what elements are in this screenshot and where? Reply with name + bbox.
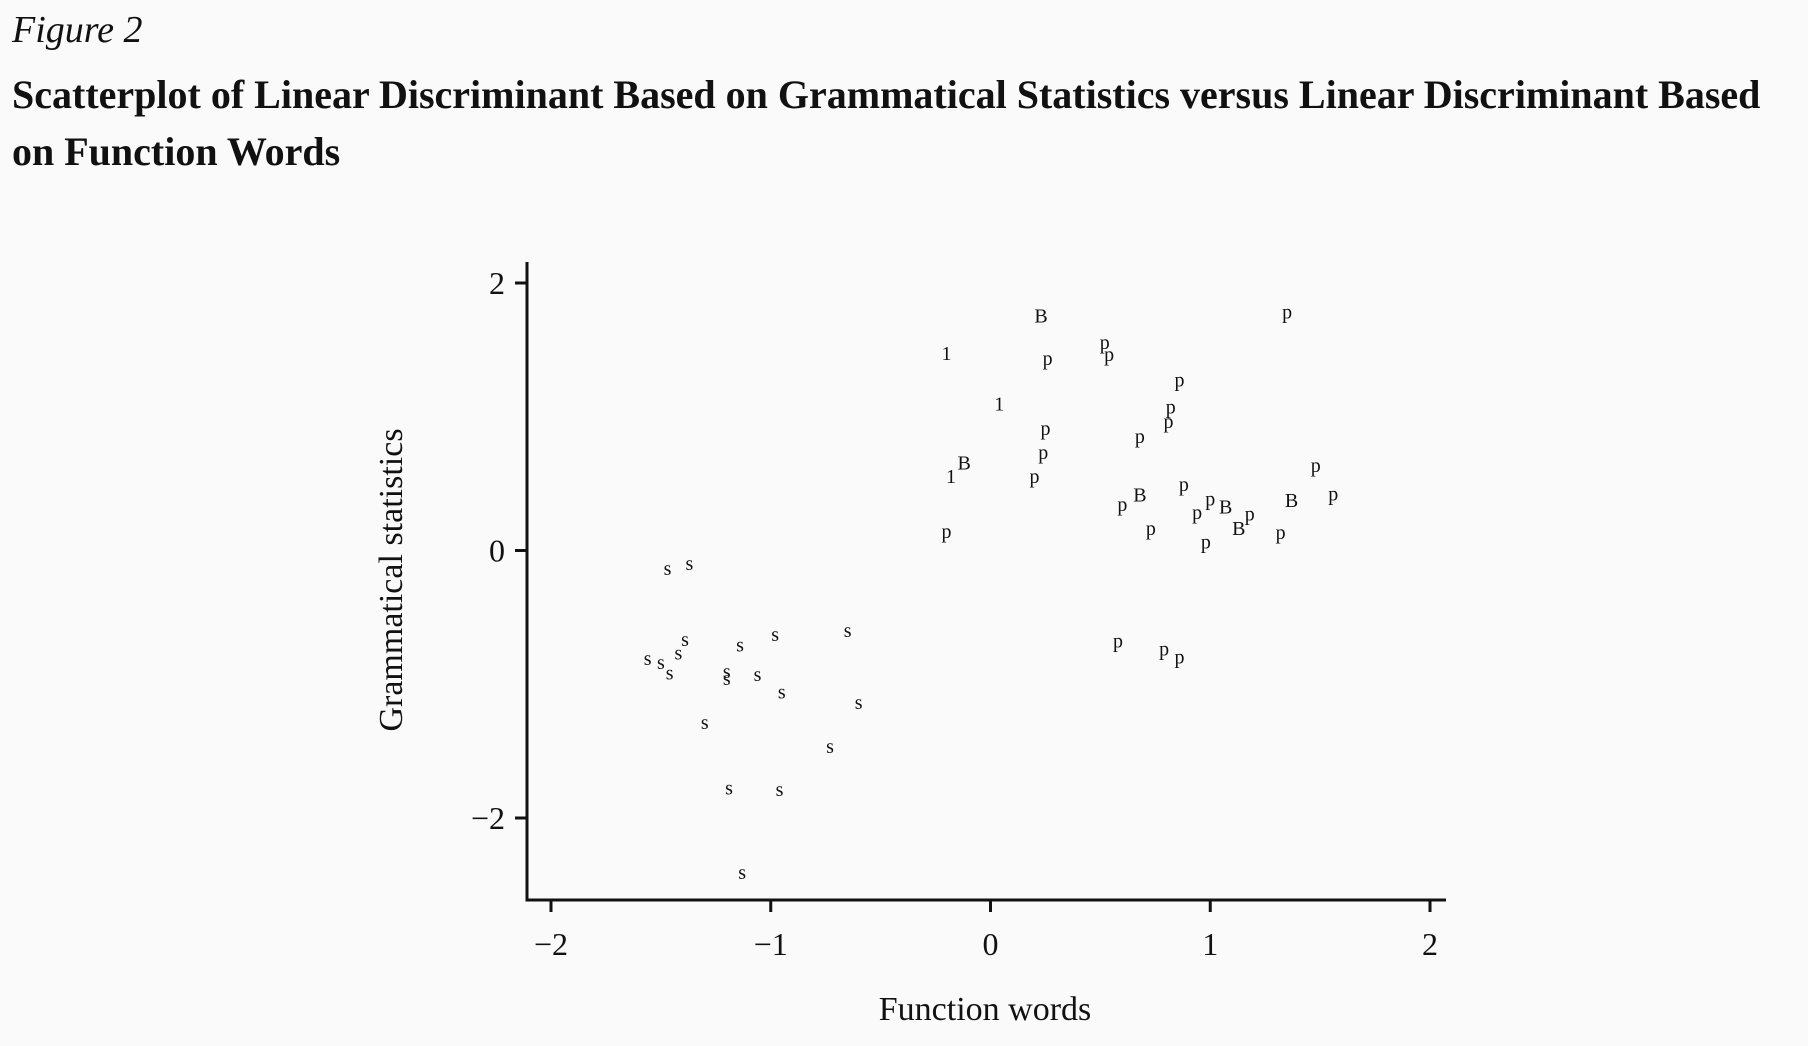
data-point: p	[1159, 638, 1169, 660]
data-point: p	[1166, 396, 1176, 418]
data-point: p	[1282, 301, 1292, 323]
y-axis-title: Grammatical statistics	[373, 428, 410, 731]
y-ticks: −2 0 2	[471, 265, 527, 836]
data-point: s	[778, 681, 786, 703]
data-point: p	[1174, 647, 1184, 669]
data-point: p	[1040, 418, 1050, 440]
data-point: 1	[942, 343, 952, 365]
data-point: p	[1205, 489, 1215, 511]
data-point: B	[1133, 485, 1146, 507]
x-ticks: −2 −1 0 1 2	[534, 900, 1438, 962]
x-tick-label: 0	[983, 926, 999, 962]
figure-title: Scatterplot of Linear Discriminant Based…	[12, 72, 1761, 174]
data-point: p	[1100, 332, 1110, 354]
data-point: p	[1179, 474, 1189, 496]
y-tick-label: 2	[489, 265, 505, 301]
data-point: p	[1104, 344, 1114, 366]
data-point: s	[675, 642, 683, 664]
data-point: p	[1043, 348, 1053, 370]
data-point: 1	[994, 394, 1004, 416]
data-point: s	[657, 652, 665, 674]
data-point: s	[776, 779, 784, 801]
data-point: p	[1276, 522, 1286, 544]
x-tick-label: −1	[754, 926, 788, 962]
data-point: B	[1285, 490, 1298, 512]
data-point: p	[1201, 531, 1211, 553]
data-point: B	[1232, 518, 1245, 540]
data-point: B	[1219, 497, 1232, 519]
y-tick-label: −2	[471, 800, 505, 836]
data-point: s	[701, 712, 709, 734]
figure-label: Figure 2	[12, 9, 143, 51]
data-point: 1	[946, 466, 956, 488]
data-point: s	[826, 736, 834, 758]
data-point: s	[644, 648, 652, 670]
data-point: p	[1163, 411, 1173, 433]
data-point: p	[942, 521, 952, 543]
data-point: s	[771, 624, 779, 646]
data-point: s	[723, 668, 731, 690]
data-point: p	[1146, 518, 1156, 540]
data-point: p	[1113, 630, 1123, 652]
data-point: s	[736, 634, 744, 656]
data-point: s	[754, 664, 762, 686]
x-tick-label: 2	[1422, 926, 1438, 962]
x-axis-title: Function words	[879, 991, 1092, 1028]
data-point: p	[1192, 502, 1202, 524]
data-point: s	[681, 629, 689, 651]
data-point: B	[957, 453, 970, 475]
data-point: s	[855, 692, 863, 714]
data-point: s	[686, 553, 694, 575]
data-point: p	[1135, 426, 1145, 448]
data-point: p	[1117, 494, 1127, 516]
data-point: s	[723, 661, 731, 683]
data-point: p	[1328, 483, 1338, 505]
data-point: s	[725, 778, 733, 800]
y-tick-label: 0	[489, 533, 505, 569]
data-point: p	[1174, 370, 1184, 392]
data-point: s	[666, 663, 674, 685]
data-point: s	[738, 862, 746, 884]
data-point: B	[1034, 305, 1047, 327]
data-point: p	[1038, 442, 1048, 464]
data-point: p	[1029, 466, 1039, 488]
x-tick-label: 1	[1202, 926, 1218, 962]
x-tick-label: −2	[534, 926, 568, 962]
data-point: p	[1311, 455, 1321, 477]
data-point: s	[844, 620, 852, 642]
data-point: s	[664, 558, 672, 580]
data-point: p	[1245, 503, 1255, 525]
